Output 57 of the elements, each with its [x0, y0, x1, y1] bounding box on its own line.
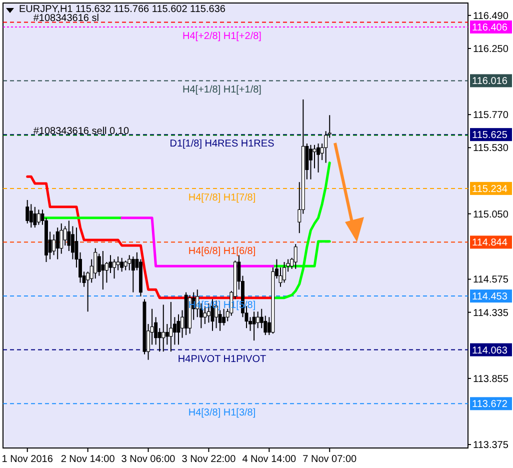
ref-line-label: 113.672	[472, 399, 508, 410]
candlestick	[256, 311, 260, 329]
x-tick-label: 3 Nov 22:00	[182, 454, 236, 465]
candlestick	[176, 314, 180, 346]
y-tick-label: 113.855	[473, 374, 509, 385]
candlestick	[33, 206, 37, 228]
y-tick-label: 114.335	[473, 308, 509, 319]
annotation: H4[6/8] H1[6/8]	[188, 246, 256, 258]
candlestick	[116, 256, 120, 271]
candlestick	[316, 143, 320, 173]
candlestick	[120, 257, 124, 272]
ref-line-label: 114.844	[472, 238, 508, 249]
annotation: H4[+2/8] H1[+2/8]	[182, 30, 262, 42]
candlestick	[29, 204, 33, 228]
y-tick-label: 116.490	[473, 10, 509, 22]
y-tick-label: 113.375	[473, 440, 509, 452]
annotation: H4PIVOT H1PIVOT	[178, 354, 266, 365]
candlestick	[165, 324, 169, 346]
annotation: #108343616 sl	[33, 12, 99, 24]
y-tick-label: 115.530	[473, 143, 509, 154]
candlestick	[128, 254, 132, 271]
y-tick-label: 116.250	[473, 44, 509, 55]
ref-line-label: 116.406	[472, 22, 508, 34]
candlestick	[131, 256, 135, 293]
candlestick	[169, 301, 173, 352]
candlestick	[162, 304, 166, 352]
candlestick	[252, 311, 256, 342]
candlestick	[94, 248, 98, 280]
candlestick	[101, 250, 105, 290]
candlestick	[309, 144, 312, 180]
ref-line-label: 114.453	[472, 292, 508, 303]
x-tick-label: 7 Nov 07:00	[302, 454, 358, 465]
annotation: H4[7/8] H1[7/8]	[188, 192, 256, 204]
candlestick	[294, 244, 298, 270]
x-tick-label: 2 Nov 14:00	[60, 454, 116, 465]
y-tick-label: 115.050	[473, 209, 509, 220]
x-tick-label: 1 Nov 2016	[2, 454, 54, 465]
annotation: #108343616 sell 0.10	[33, 126, 130, 137]
x-tick-label: 4 Nov 14:00	[242, 454, 297, 465]
x-tick-label: 3 Nov 06:00	[121, 454, 176, 465]
annotation: H4[3/8] H1[3/8]	[188, 408, 256, 419]
chart-title: EURJPY,H1 115.632 115.766 115.602 115.636	[19, 4, 226, 15]
ref-line-label: 115.625	[472, 130, 508, 142]
y-tick-label: 115.770	[473, 110, 509, 122]
annotation: H4[+1/8] H1[+1/8]	[182, 84, 262, 96]
ref-line-label: 115.234	[472, 184, 508, 195]
ref-line-label: 114.063	[472, 345, 508, 356]
candlestick	[222, 308, 226, 326]
candlestick	[282, 262, 286, 284]
candlestick	[56, 227, 60, 260]
candlestick	[312, 144, 316, 169]
candlestick	[112, 258, 116, 280]
annotation: D1[1/8] H4RES H1RES	[170, 138, 275, 150]
y-tick-label: 114.575	[473, 274, 509, 286]
candlestick	[36, 209, 40, 226]
ref-line-label: 116.016	[472, 76, 508, 88]
candlestick	[26, 200, 30, 224]
